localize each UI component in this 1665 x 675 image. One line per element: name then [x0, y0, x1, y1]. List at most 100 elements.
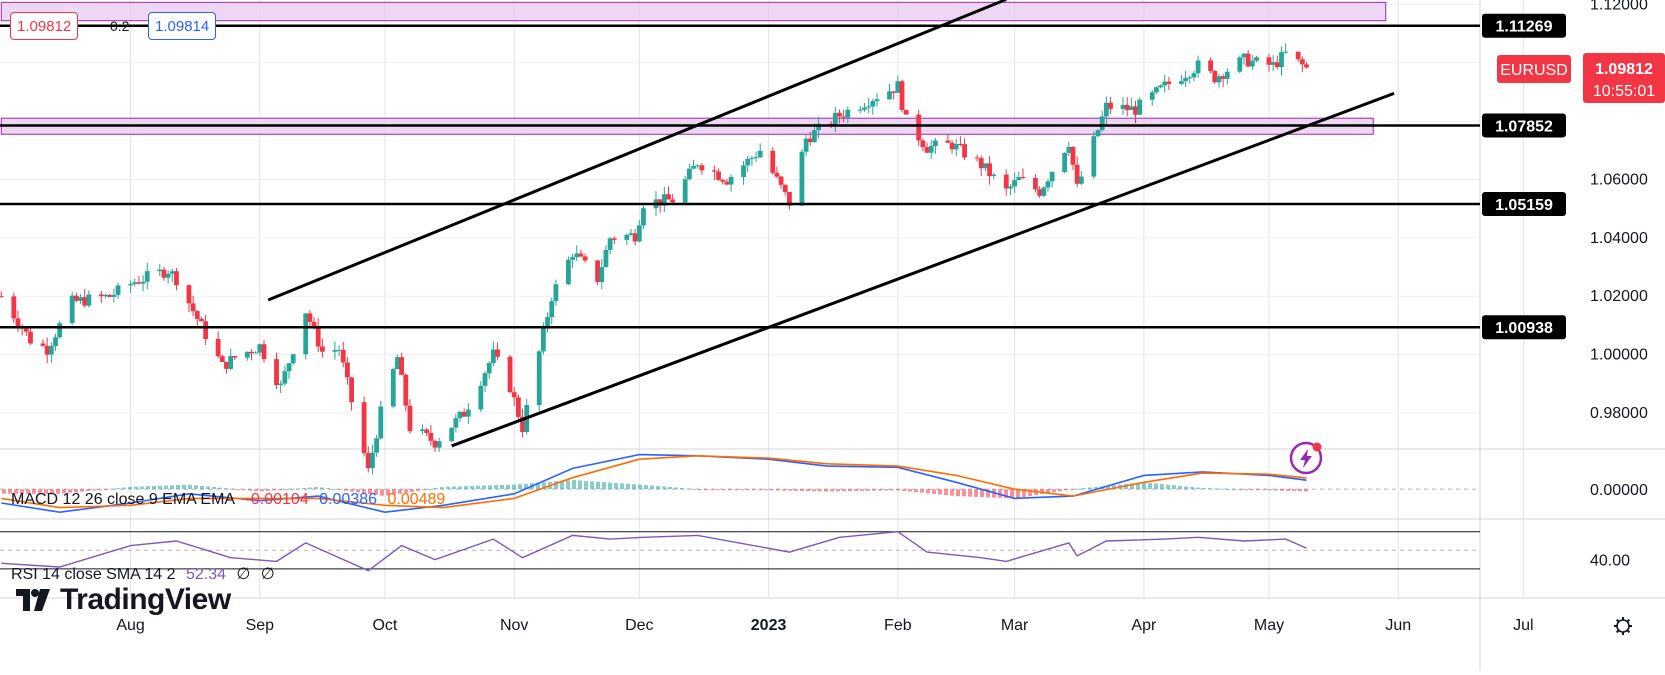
macd-histogram-bar: [770, 489, 774, 491]
price-tick-label: 1.02000: [1590, 288, 1648, 305]
price-axis[interactable]: 1.12000 1.06000 1.04000 1.02000 1.00000 0.980…: [1482, 0, 1648, 570]
candle-body: [144, 271, 150, 282]
macd-histogram-bar: [1244, 489, 1248, 491]
macd-histogram-bar: [128, 486, 132, 490]
candle: [349, 376, 354, 411]
candle-body: [607, 238, 613, 250]
candle-body: [1137, 99, 1143, 115]
macd-histogram-bar: [1268, 489, 1272, 491]
macd-histogram-bar: [1064, 489, 1068, 491]
macd-line: [1, 453, 1307, 514]
candle: [874, 92, 880, 107]
macd-histogram-bar: [140, 486, 144, 490]
macd-histogram-bar: [1160, 484, 1164, 490]
candle: [753, 151, 759, 162]
candle-body: [641, 208, 646, 226]
macd-histogram-bar: [362, 489, 366, 494]
candle: [1266, 53, 1272, 72]
candle: [1128, 97, 1134, 111]
macd-histogram-bar: [1076, 488, 1080, 490]
macd-histogram-bar: [50, 489, 54, 494]
candle-body: [987, 163, 992, 177]
ask-price-box[interactable]: 1.09814: [148, 12, 217, 40]
candle-body: [370, 452, 375, 469]
macd-histogram-bar: [134, 486, 138, 490]
macd-histogram-bar: [218, 487, 222, 490]
candle-body: [1216, 76, 1222, 83]
candle: [215, 331, 221, 359]
macd-histogram-bar: [254, 489, 258, 492]
candle-body: [86, 294, 92, 306]
candle: [1153, 86, 1159, 95]
candle-body: [1062, 152, 1068, 173]
candle-body: [545, 317, 550, 328]
candle: [465, 403, 471, 425]
macd-histogram-bar: [554, 481, 558, 490]
candle: [315, 318, 321, 353]
candle: [57, 320, 63, 339]
candle-body: [290, 354, 296, 364]
candle: [282, 365, 288, 386]
candle-body: [874, 99, 880, 102]
macd-histogram-bar: [974, 489, 978, 497]
macd-histogram-bar: [344, 489, 348, 491]
macd-histogram-bar: [920, 489, 924, 493]
candle: [949, 139, 955, 154]
candle: [891, 91, 897, 100]
candle-body: [807, 138, 813, 143]
candle-body: [349, 377, 354, 403]
tradingview-logo[interactable]: TradingView: [14, 582, 231, 618]
candle: [632, 229, 638, 246]
candle: [319, 338, 325, 358]
macd-histogram-bar: [32, 489, 36, 494]
macd-histogram-bar: [1124, 484, 1128, 490]
candle-body: [315, 325, 321, 347]
candle: [787, 191, 792, 210]
flash-news-icon[interactable]: [1289, 441, 1323, 475]
candle-body: [916, 114, 922, 141]
tradingview-logo-icon: [16, 589, 50, 611]
macd-histogram-bar: [812, 489, 816, 492]
time-axis[interactable]: Aug Sep Oct Nov Dec 2023 Feb Mar Apr May Jun Jul: [116, 617, 1632, 635]
candle-body: [991, 174, 997, 177]
candle: [399, 352, 405, 376]
price-tick-label: 0.98000: [1590, 405, 1648, 422]
macd-histogram-bar: [38, 489, 42, 494]
candle: [249, 349, 254, 361]
macd-histogram-bar: [1010, 489, 1014, 499]
macd-histogram-bar: [794, 489, 798, 491]
macd-histogram-bar: [2, 489, 6, 494]
bid-price-box[interactable]: 1.09812: [10, 12, 79, 40]
candle-body: [632, 233, 638, 242]
candle: [219, 354, 225, 363]
macd-histogram-bar: [236, 489, 240, 491]
spread-value: 0.2: [110, 18, 130, 34]
candle-body: [403, 374, 409, 406]
candle: [482, 371, 488, 393]
macd-histogram-bar: [1250, 489, 1254, 491]
macd-histogram-bar: [608, 482, 612, 490]
macd-histogram-bar: [44, 489, 48, 494]
candle-body: [1133, 106, 1138, 115]
candle-body: [628, 233, 634, 236]
macd-histogram-bar: [272, 489, 276, 491]
candle-body: [962, 144, 967, 158]
candle: [103, 293, 108, 299]
macd-histogram-bar: [512, 484, 516, 490]
macd-histogram-bar: [1106, 485, 1110, 490]
candle-body: [1103, 102, 1109, 117]
candle-body: [728, 176, 734, 185]
candle-body: [974, 157, 980, 159]
settings-gear-icon[interactable]: [1614, 617, 1632, 635]
candle: [695, 164, 701, 169]
candle-body: [332, 350, 338, 352]
candle-body: [578, 253, 584, 257]
rsi-value: 52.34: [185, 566, 227, 583]
candle: [515, 394, 521, 420]
macd-histogram-bar: [674, 487, 678, 490]
macd-histogram-bar: [1226, 488, 1230, 490]
candle-body: [103, 294, 108, 297]
candle-body: [1066, 146, 1072, 153]
candle: [361, 396, 367, 457]
